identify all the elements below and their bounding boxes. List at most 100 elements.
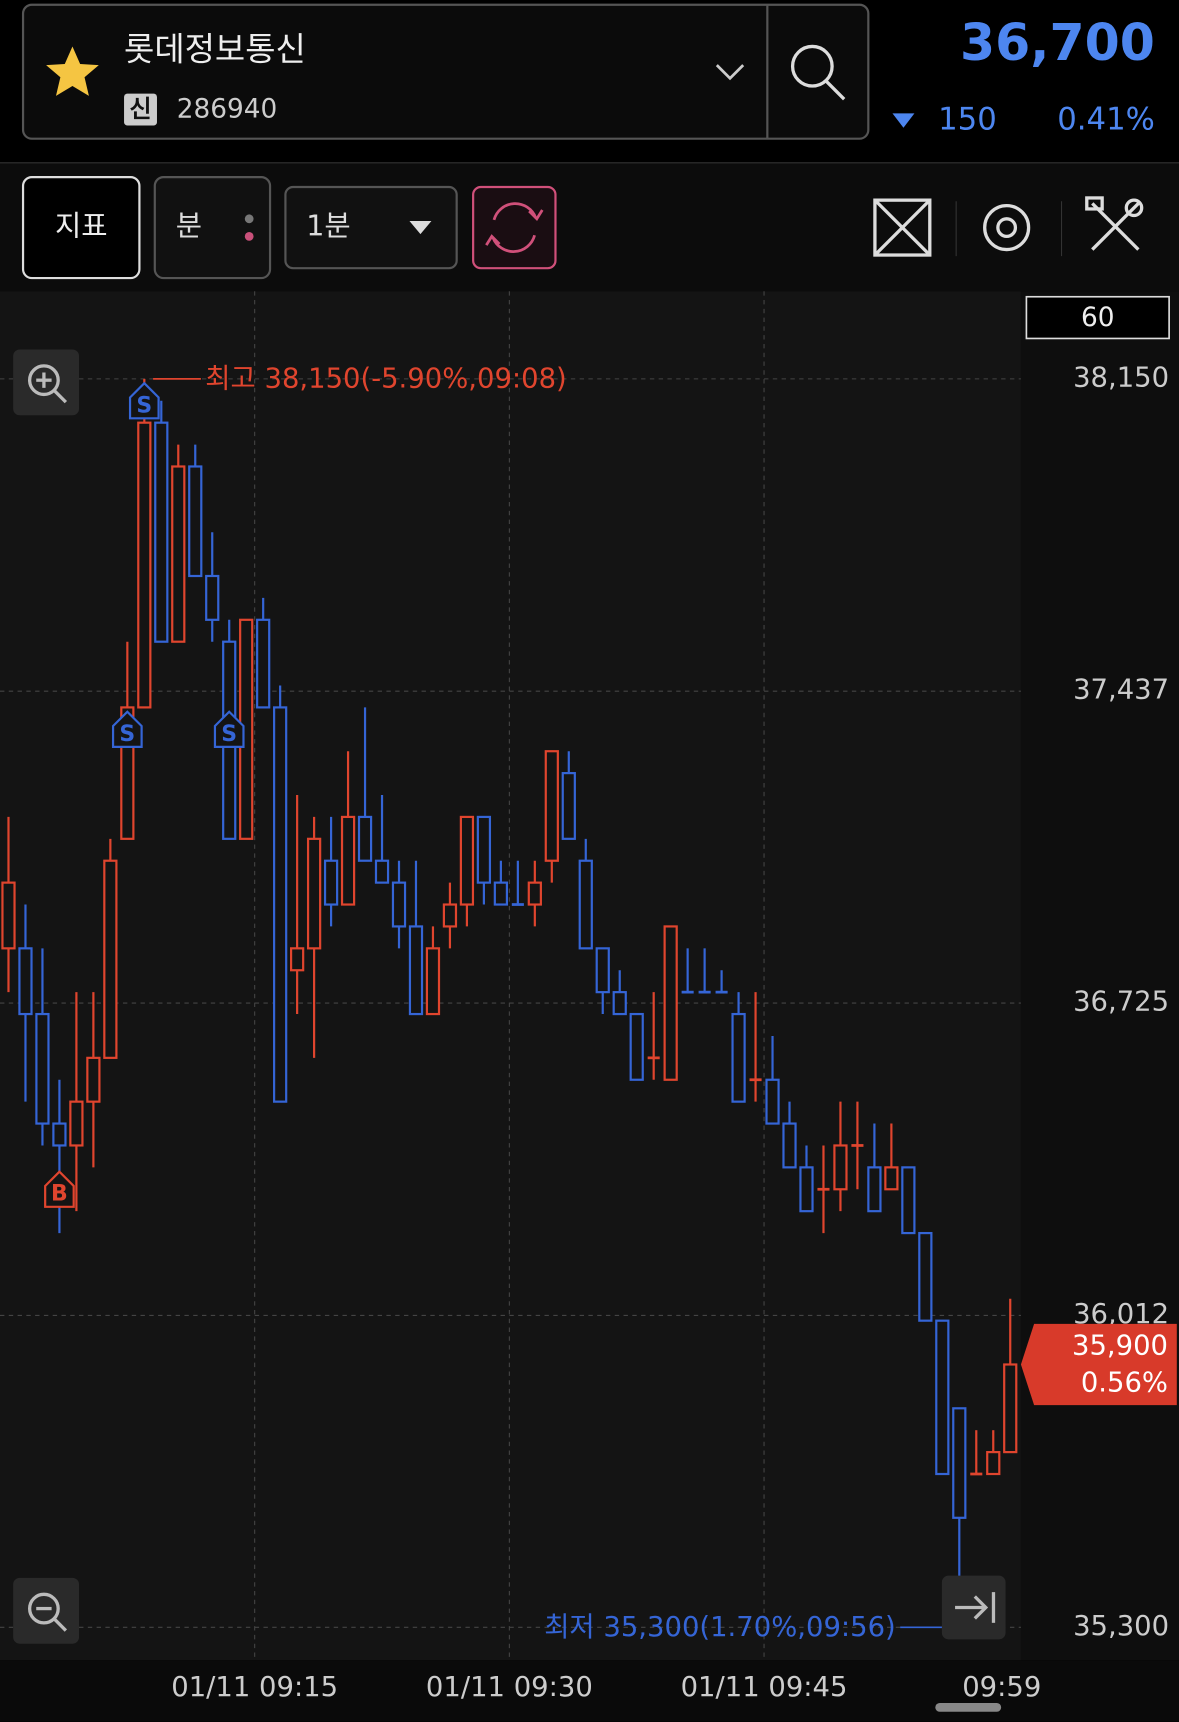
candle-body [799,1166,814,1213]
count-box[interactable] [1025,295,1170,340]
price-axis [1020,291,1179,1661]
trade-marker [111,710,143,748]
candle-body [765,1078,780,1125]
candle-body [442,903,458,928]
x-tick-label: 09:59 [962,1672,1041,1703]
candle-body [459,815,475,906]
refresh-button[interactable] [472,185,557,270]
trade-marker-label: S [136,393,152,418]
candle-body [69,1100,84,1147]
last-price-pct: 0.56% [1081,1368,1168,1399]
high-annotation: 최고 38,150(-5.90%,09:08) [205,363,566,394]
refresh-icon [485,202,544,253]
current-price: 36,700 [960,13,1155,72]
candle-body [493,881,509,906]
candle-body [1,881,16,950]
dot [244,231,254,241]
candle-body [901,1166,916,1235]
candle-body [374,859,390,884]
y-tick-label: 38,150 [1073,362,1169,393]
last-price-tag [1020,1323,1177,1406]
dot [244,214,254,224]
candle-body [357,815,373,862]
candle-body [918,1231,933,1322]
candle-body [561,772,576,840]
candle-body [205,574,220,621]
y-tick-label: 36,725 [1073,987,1169,1018]
candle-body [935,1319,950,1476]
candle-body [986,1451,1001,1476]
candle-body [1003,1363,1018,1454]
candle-body [884,1166,899,1191]
candle-body [782,1122,797,1169]
candle-body [18,947,33,1016]
y-tick-label: 35,300 [1073,1611,1169,1642]
plot-area [0,291,1021,1661]
candle-body [154,421,169,643]
badge: 신 [129,95,151,123]
candle-body [595,947,610,994]
search-icon[interactable] [790,44,846,101]
candle-body [731,1012,746,1103]
count-label: 60 [1081,303,1115,333]
zoom-out[interactable] [13,1577,80,1644]
y-tick-label: 37,437 [1073,675,1169,706]
stock-code: 286940 [177,95,278,125]
candle-body [612,991,627,1016]
unit-button[interactable] [153,175,272,280]
expand-icon[interactable] [873,198,932,257]
dropdown-arrow [409,221,432,235]
candle-body [256,618,271,709]
candle-body [408,925,424,1016]
candle-body [103,859,118,1059]
candle-body [289,947,305,972]
candle-body [171,465,186,643]
x-tick-label: 01/11 09:30 [426,1672,593,1703]
candle-body [340,815,356,906]
candle-body [425,947,441,1016]
candle-body [833,1144,848,1191]
trade-marker [44,1170,75,1208]
stock-name: 롯데정보통신 [124,29,306,68]
badge-bg [124,93,157,126]
candle-body [952,1407,967,1519]
candle-body [52,1122,67,1147]
candle-body [188,465,203,578]
indicator-button[interactable] [21,175,141,280]
trade-marker-label: B [51,1182,68,1207]
interval-dropdown[interactable] [284,185,458,270]
candle-body [306,837,322,950]
candle-body [527,881,542,906]
candle-body [35,1012,50,1125]
candle-body [391,881,407,928]
candle-body [273,706,288,1103]
price-change-pct: 0.41% [1057,102,1155,138]
trade-marker [128,381,160,420]
dropdown-icon[interactable] [715,64,745,81]
candle-body [629,1012,644,1081]
x-tick-label: 01/11 09:45 [681,1672,848,1703]
stock-selector[interactable] [21,3,870,140]
settings-icon[interactable] [983,203,1031,252]
candle-body [86,1056,101,1103]
tools-icon[interactable] [1085,196,1144,251]
candle-body [544,750,559,862]
unit-label: 분 [176,210,202,243]
trade-marker-label: S [119,722,135,747]
interval-label: 1분 [306,210,350,243]
favorite-star[interactable] [46,46,99,96]
candle-body [578,859,593,950]
candle-body [476,815,492,884]
trade-marker [213,710,245,748]
indicator-label: 지표 [55,210,108,243]
price-change: 150 [938,102,997,138]
candle-body [867,1166,882,1213]
candle-body [323,859,339,906]
scroll-to-end[interactable] [941,1575,1006,1640]
x-tick-label: 01/11 09:15 [171,1672,338,1703]
candle-body [137,421,152,709]
zoom-in[interactable] [13,349,80,416]
